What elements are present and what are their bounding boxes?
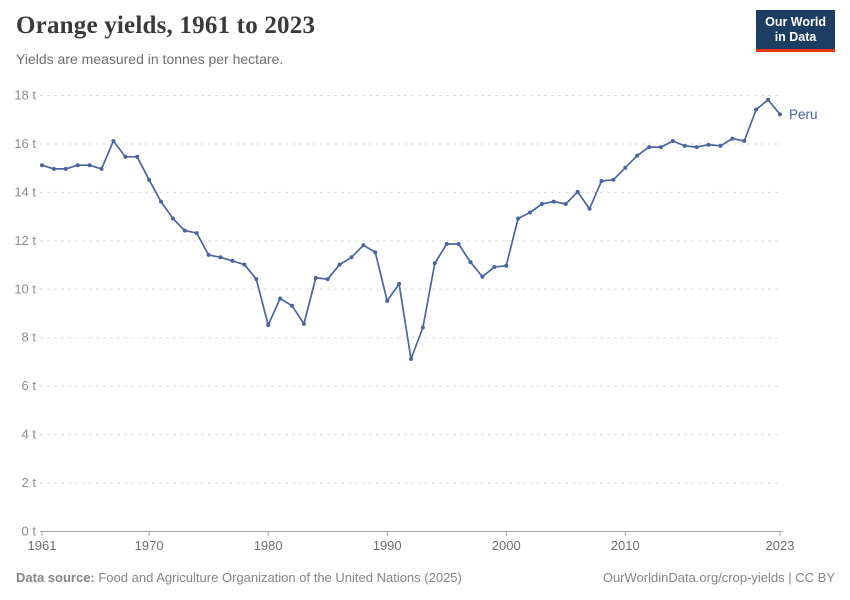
data-source: Data source: Food and Agriculture Organi… xyxy=(16,570,462,585)
y-tick-label: 6 t xyxy=(22,378,37,393)
data-point xyxy=(135,154,140,159)
data-point xyxy=(254,277,259,282)
data-point xyxy=(480,274,485,279)
line-chart[interactable]: 0 t 2 t 4 t 6 t 8 t 10 t 12 t 14 t 16 t 18 t 1961 1… xyxy=(0,85,850,555)
x-tick-label: 2023 xyxy=(766,538,795,553)
data-point xyxy=(194,231,199,236)
data-point xyxy=(730,136,735,141)
data-point xyxy=(230,258,235,263)
y-tick-label: 12 t xyxy=(14,233,36,248)
data-point xyxy=(63,166,68,171)
data-point xyxy=(301,321,306,326)
data-point xyxy=(694,145,699,150)
x-tick-label: 2000 xyxy=(492,538,521,553)
data-point xyxy=(539,202,544,206)
data-point xyxy=(456,242,461,246)
data-point xyxy=(611,177,616,182)
footer-link[interactable]: OurWorldinData.org/crop-yields | CC BY xyxy=(602,570,835,585)
data-point xyxy=(551,199,556,204)
data-point xyxy=(111,139,116,143)
x-tick-label: 1990 xyxy=(373,538,402,553)
x-tick-label: 1961 xyxy=(28,538,57,553)
data-point xyxy=(159,199,163,204)
y-tick-label: 16 t xyxy=(14,136,36,151)
owid-logo-line1: Our World xyxy=(765,15,826,29)
data-point xyxy=(444,242,449,246)
data-point xyxy=(742,139,747,143)
data-point xyxy=(51,166,56,171)
x-tick-label: 2010 xyxy=(611,538,640,553)
data-point xyxy=(87,163,92,168)
x-tick-label: 1970 xyxy=(135,538,164,553)
data-point xyxy=(349,255,354,260)
data-point xyxy=(575,189,580,194)
y-tick-label: 10 t xyxy=(14,281,36,296)
chart-footer: Data source: Food and Agriculture Organi… xyxy=(0,564,850,600)
data-point xyxy=(123,154,128,159)
data-point xyxy=(516,216,521,221)
y-tick-label: 0 t xyxy=(22,524,37,539)
data-point xyxy=(290,303,294,308)
data-point xyxy=(718,143,723,148)
y-tick-label: 14 t xyxy=(14,184,36,199)
data-point xyxy=(504,263,509,268)
data-point xyxy=(528,210,532,215)
data-point xyxy=(218,255,223,260)
y-tick-label: 4 t xyxy=(22,427,37,442)
owid-logo-line2: in Data xyxy=(774,30,817,44)
series-label: Peru xyxy=(789,107,818,122)
y-tick-label: 8 t xyxy=(22,330,37,345)
data-point xyxy=(778,112,782,117)
data-point xyxy=(659,145,663,150)
data-point xyxy=(766,97,771,102)
data-point xyxy=(278,296,283,301)
y-tick-label: 2 t xyxy=(22,475,37,490)
data-point xyxy=(635,153,640,158)
data-point xyxy=(313,275,318,280)
data-point xyxy=(75,163,80,168)
data-point xyxy=(325,277,330,282)
data-point xyxy=(99,166,104,171)
data-point xyxy=(206,252,211,257)
data-point xyxy=(361,243,366,248)
data-point xyxy=(563,202,568,206)
data-point xyxy=(182,228,187,233)
data-source-text: Food and Agriculture Organization of the… xyxy=(94,570,462,585)
data-point xyxy=(492,265,497,269)
data-point xyxy=(623,165,628,170)
data-point xyxy=(587,206,592,211)
data-point xyxy=(468,260,473,265)
data-line xyxy=(41,98,781,360)
data-point xyxy=(706,142,711,147)
data-point xyxy=(420,325,425,330)
data-point xyxy=(670,139,675,143)
data-point xyxy=(337,262,342,267)
data-point xyxy=(682,143,687,148)
data-point xyxy=(40,163,44,168)
data-point xyxy=(432,261,437,266)
data-point xyxy=(266,323,271,328)
chart-subtitle: Yields are measured in tonnes per hectar… xyxy=(16,51,284,67)
data-point xyxy=(385,298,390,303)
data-point xyxy=(242,262,247,267)
x-tick-label: 1980 xyxy=(254,538,283,553)
data-point xyxy=(373,250,378,255)
data-point xyxy=(599,179,604,183)
data-point xyxy=(409,357,413,361)
data-source-label: Data source: xyxy=(16,570,95,585)
owid-logo[interactable]: Our World in Data xyxy=(756,10,835,52)
data-point xyxy=(754,107,759,112)
data-point xyxy=(170,216,175,221)
data-point xyxy=(397,281,402,286)
y-tick-label: 18 t xyxy=(14,88,36,103)
data-point xyxy=(147,177,152,182)
page-title: Orange yields, 1961 to 2023 xyxy=(16,12,316,39)
data-point xyxy=(647,145,652,150)
